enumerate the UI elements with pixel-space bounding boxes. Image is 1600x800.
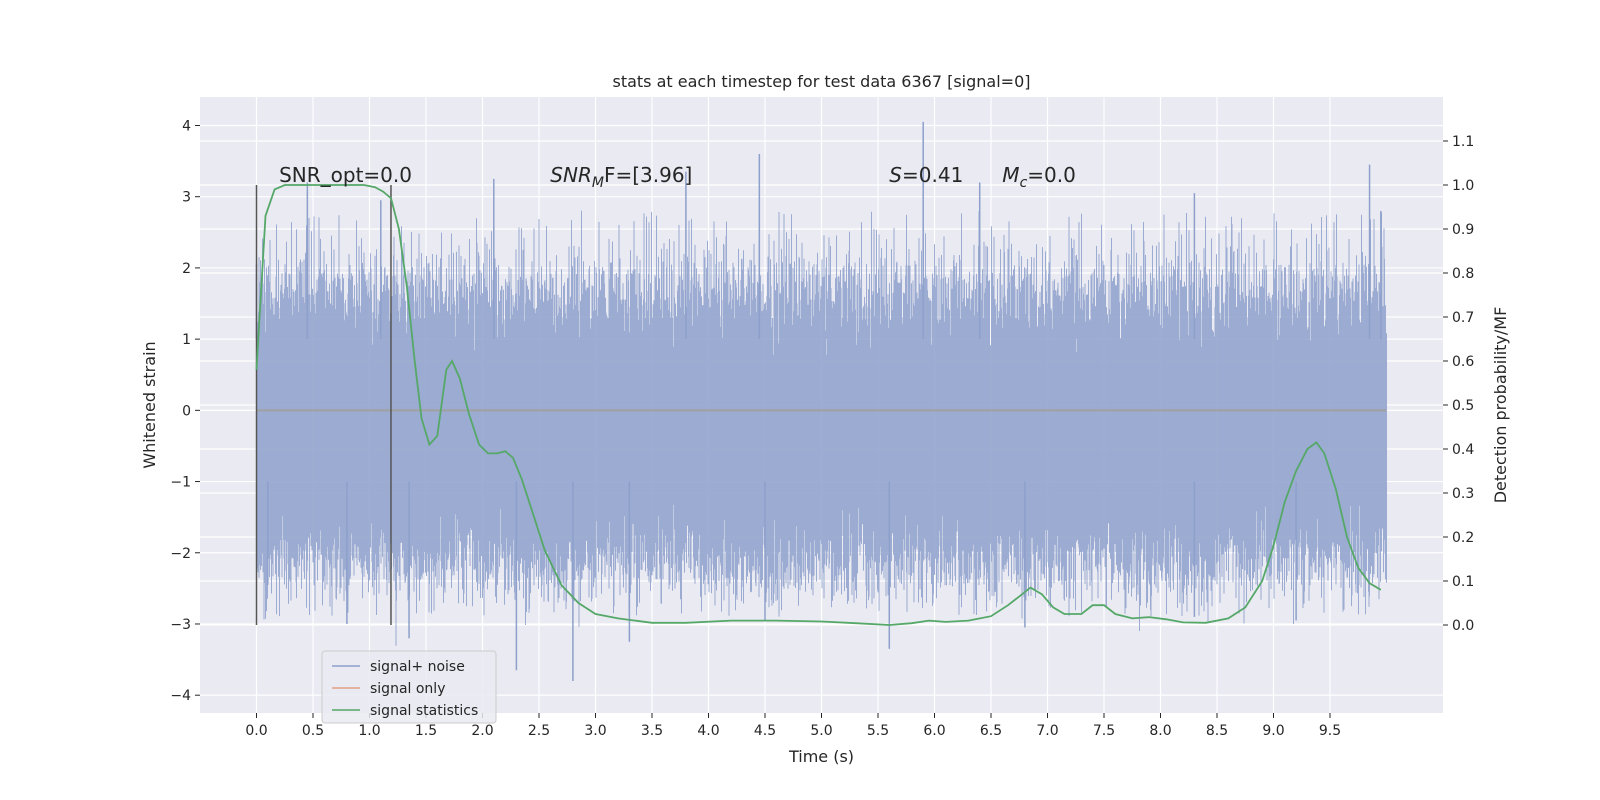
- legend-label-signal-statistics: signal statistics: [370, 703, 478, 719]
- y2-tick-label-7: 0.4: [1452, 442, 1474, 458]
- y2-axis-label: Detection probability/MF: [1491, 307, 1510, 504]
- x-axis-label: Time (s): [788, 747, 854, 766]
- x-tick-label-0: 0.0: [245, 723, 267, 739]
- x-tick-label-4: 2.0: [471, 723, 493, 739]
- x-tick-label-6: 3.0: [584, 723, 606, 739]
- x-tick-label-14: 7.0: [1036, 723, 1058, 739]
- annotation-mc-suffix: =0.0: [1027, 163, 1076, 187]
- y2-tick-label-3: 0.8: [1452, 266, 1474, 282]
- y-axis-label: Whitened strain: [140, 341, 159, 468]
- annotation-s-suffix: =0.41: [902, 163, 963, 187]
- x-tick-label-8: 4.0: [697, 723, 719, 739]
- x-tick-label-9: 4.5: [754, 723, 776, 739]
- annotation-s-prefix: S: [889, 163, 902, 187]
- x-tick-label-15: 7.5: [1093, 723, 1115, 739]
- legend-label-signal-only: signal only: [370, 681, 445, 697]
- marker-lines: [255, 185, 392, 625]
- y2-tick-label-6: 0.5: [1452, 398, 1474, 414]
- x-tick-label-12: 6.0: [923, 723, 945, 739]
- annotation-snr-mf: SNRMF=[3.96]: [550, 163, 692, 191]
- x-tick-label-18: 9.0: [1262, 723, 1284, 739]
- y-tick-label-3: 1: [182, 332, 191, 348]
- statistics-series: [255, 184, 1382, 626]
- y-tick-label-1: 3: [182, 190, 191, 206]
- x-tick-label-13: 6.5: [980, 723, 1002, 739]
- y2-tick-label-2: 0.9: [1452, 222, 1474, 238]
- y-tick-label-4: 0: [182, 403, 191, 419]
- legend: signal+ noise signal only signal statist…: [321, 650, 497, 724]
- y2-tick-label-0: 1.1: [1452, 134, 1474, 150]
- annotation-snr-mf-prefix: SNR: [550, 163, 592, 187]
- y2-tick-label-5: 0.6: [1452, 354, 1474, 370]
- x-tick-label-5: 2.5: [528, 723, 550, 739]
- tick-labels: 0.0 0.5 1.0 1.5 2.0 2.5 3.0 3.5 4.0 4.5 5.0 5.5 6.0 6…: [170, 118, 1474, 739]
- x-tick-label-10: 5.0: [810, 723, 832, 739]
- y2-tick-label-9: 0.2: [1452, 530, 1474, 546]
- x-tick-label-19: 9.5: [1319, 723, 1341, 739]
- y-tick-label-7: −3: [170, 617, 191, 633]
- statistics-line: [255, 184, 1382, 626]
- annotation-mc-sub: c: [1020, 175, 1028, 191]
- y2-tick-label-1: 1.0: [1452, 178, 1474, 194]
- x-tick-label-1: 0.5: [302, 723, 324, 739]
- x-tick-label-7: 3.5: [641, 723, 663, 739]
- y2-tick-label-4: 0.7: [1452, 310, 1474, 326]
- legend-label-signal-noise: signal+ noise: [370, 659, 465, 675]
- annotation-s: S=0.41: [889, 163, 963, 187]
- chart-title: stats at each timestep for test data 636…: [612, 72, 1030, 91]
- y-tick-label-6: −2: [170, 546, 191, 562]
- annotation-mc: Mc=0.0: [1002, 163, 1076, 191]
- annotation-snr-opt: SNR_opt=0.0: [279, 163, 412, 187]
- annotation-snr-mf-suffix: F=[3.96]: [604, 163, 692, 187]
- y-tick-label-2: 2: [182, 261, 191, 277]
- annotation-snr-mf-sub: M: [592, 175, 604, 191]
- x-tick-label-17: 8.5: [1206, 723, 1228, 739]
- legend-box: [321, 650, 497, 724]
- x-tick-label-11: 5.5: [867, 723, 889, 739]
- y2-tick-label-8: 0.3: [1452, 486, 1474, 502]
- annotation-mc-prefix: M: [1002, 163, 1019, 187]
- y-tick-label-8: −4: [170, 688, 191, 704]
- x-tick-label-16: 8.0: [1149, 723, 1171, 739]
- x-tick-label-2: 1.0: [358, 723, 380, 739]
- x-tick-label-3: 1.5: [415, 723, 437, 739]
- y2-tick-label-11: 0.0: [1452, 618, 1474, 634]
- y-tick-label-0: 4: [182, 118, 191, 134]
- y-tick-label-5: −1: [170, 475, 191, 491]
- y2-tick-label-10: 0.1: [1452, 574, 1474, 590]
